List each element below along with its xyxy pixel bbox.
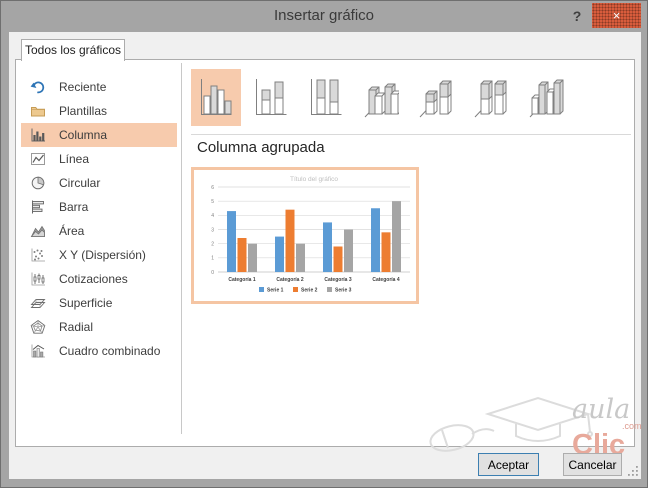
sidebar-item-superficie[interactable]: Superficie: [21, 291, 177, 315]
cancel-button[interactable]: Cancelar: [563, 453, 622, 476]
sidebar-item-label: Reciente: [59, 80, 107, 94]
templates-icon: [30, 103, 46, 119]
sidebar-item-plantillas[interactable]: Plantillas: [21, 99, 177, 123]
tab-label: Todos los gráficos: [24, 43, 122, 57]
all-charts-panel: Reciente Plantillas Columna Línea Circul…: [15, 59, 635, 447]
clustered-column-icon: [201, 78, 232, 115]
svg-text:4: 4: [211, 213, 214, 219]
svg-text:Categoría 2: Categoría 2: [276, 277, 303, 283]
clustered-column-3d-icon: [364, 83, 399, 117]
sidebar-item-label: Línea: [59, 152, 90, 166]
sidebar-item-label: Circular: [59, 176, 101, 190]
dialog-body: Todos los gráficos Reciente Plantillas C…: [9, 32, 641, 479]
svg-text:1: 1: [211, 256, 214, 262]
svg-text:Categoría 3: Categoría 3: [324, 277, 351, 283]
horizontal-separator: [191, 134, 631, 135]
close-button[interactable]: ×: [592, 3, 641, 28]
column-chart-icon: [30, 127, 46, 143]
help-button[interactable]: ?: [572, 8, 582, 24]
radar-chart-icon: [30, 319, 46, 335]
close-icon: ×: [612, 8, 621, 23]
svg-text:Serie 1: Serie 1: [267, 288, 284, 294]
combo-chart-icon: [30, 343, 46, 359]
sidebar-item-circular[interactable]: Circular: [21, 171, 177, 195]
tab-todos-los-graficos[interactable]: Todos los gráficos: [21, 39, 125, 61]
pie-chart-icon: [30, 175, 46, 191]
stacked-column-3d-icon: [419, 80, 452, 117]
sidebar-item-label: Barra: [59, 200, 89, 214]
accept-button[interactable]: Aceptar: [478, 453, 539, 476]
sidebar-item-label: Área: [59, 224, 85, 238]
bar-chart-icon: [30, 199, 46, 215]
subtype-heading: Columna agrupada: [197, 139, 325, 156]
sidebar-item-reciente[interactable]: Reciente: [21, 75, 177, 99]
svg-text:Categoría 1: Categoría 1: [228, 277, 255, 283]
scatter-chart-icon: [30, 247, 46, 263]
chart-preview-svg: Título del gráfico 0 1 2 3 4 5 6 Categoría 1 Cate…: [211, 176, 410, 294]
subtype-columna-3d[interactable]: [521, 69, 571, 126]
sidebar-item-area[interactable]: Área: [21, 219, 177, 243]
sidebar-item-label: Superficie: [59, 296, 113, 310]
chart-subtype-row: [191, 69, 576, 126]
chart-type-list: Reciente Plantillas Columna Línea Circul…: [21, 75, 177, 363]
sidebar-item-label: Cuadro combinado: [59, 344, 161, 358]
subtype-columna-apilada-100-3d[interactable]: [466, 69, 516, 126]
svg-text:2: 2: [211, 241, 214, 247]
sidebar-item-columna[interactable]: Columna: [21, 123, 177, 147]
column-3d-icon: [529, 79, 564, 117]
svg-text:5: 5: [211, 199, 214, 205]
sidebar-item-linea[interactable]: Línea: [21, 147, 177, 171]
sidebar-item-xy-dispersion[interactable]: X Y (Dispersión): [21, 243, 177, 267]
subtype-columna-apilada-100[interactable]: [301, 69, 351, 126]
subtype-columna-agrupada-3d[interactable]: [356, 69, 406, 126]
svg-text:Serie 2: Serie 2: [301, 288, 318, 294]
stacked-100-column-3d-icon: [474, 80, 507, 117]
svg-text:Título del gráfico: Título del gráfico: [290, 176, 338, 183]
svg-text:6: 6: [211, 185, 214, 191]
recent-icon: [30, 79, 46, 95]
sidebar-item-label: Columna: [59, 128, 108, 142]
sidebar-item-radial[interactable]: Radial: [21, 315, 177, 339]
vertical-divider: [181, 63, 182, 434]
subtype-columna-apilada[interactable]: [246, 69, 296, 126]
subtype-columna-apilada-3d[interactable]: [411, 69, 461, 126]
sidebar-item-label: Plantillas: [59, 104, 108, 118]
sidebar-item-cuadro-combinado[interactable]: Cuadro combinado: [21, 339, 177, 363]
svg-text:Categoría 4: Categoría 4: [372, 277, 399, 283]
resize-grip[interactable]: [628, 466, 638, 476]
sidebar-item-barra[interactable]: Barra: [21, 195, 177, 219]
area-chart-icon: [30, 223, 46, 239]
chart-preview[interactable]: Título del gráfico 0 1 2 3 4 5 6 Categoría 1 Cate…: [191, 167, 419, 304]
line-chart-icon: [30, 151, 46, 167]
dialog-title: Insertar gráfico: [273, 7, 375, 24]
svg-text:Serie 3: Serie 3: [335, 288, 352, 294]
surface-chart-icon: [30, 295, 46, 311]
stacked-column-icon: [256, 78, 287, 115]
sidebar-item-label: Cotizaciones: [59, 272, 128, 286]
sidebar-item-label: Radial: [59, 320, 94, 334]
svg-text:0: 0: [211, 270, 214, 276]
sidebar-item-label: X Y (Dispersión): [59, 248, 146, 262]
svg-text:3: 3: [211, 227, 214, 233]
stock-chart-icon: [30, 271, 46, 287]
subtype-columna-agrupada[interactable]: [191, 69, 241, 126]
sidebar-item-cotizaciones[interactable]: Cotizaciones: [21, 267, 177, 291]
stacked-100-column-icon: [311, 78, 342, 115]
